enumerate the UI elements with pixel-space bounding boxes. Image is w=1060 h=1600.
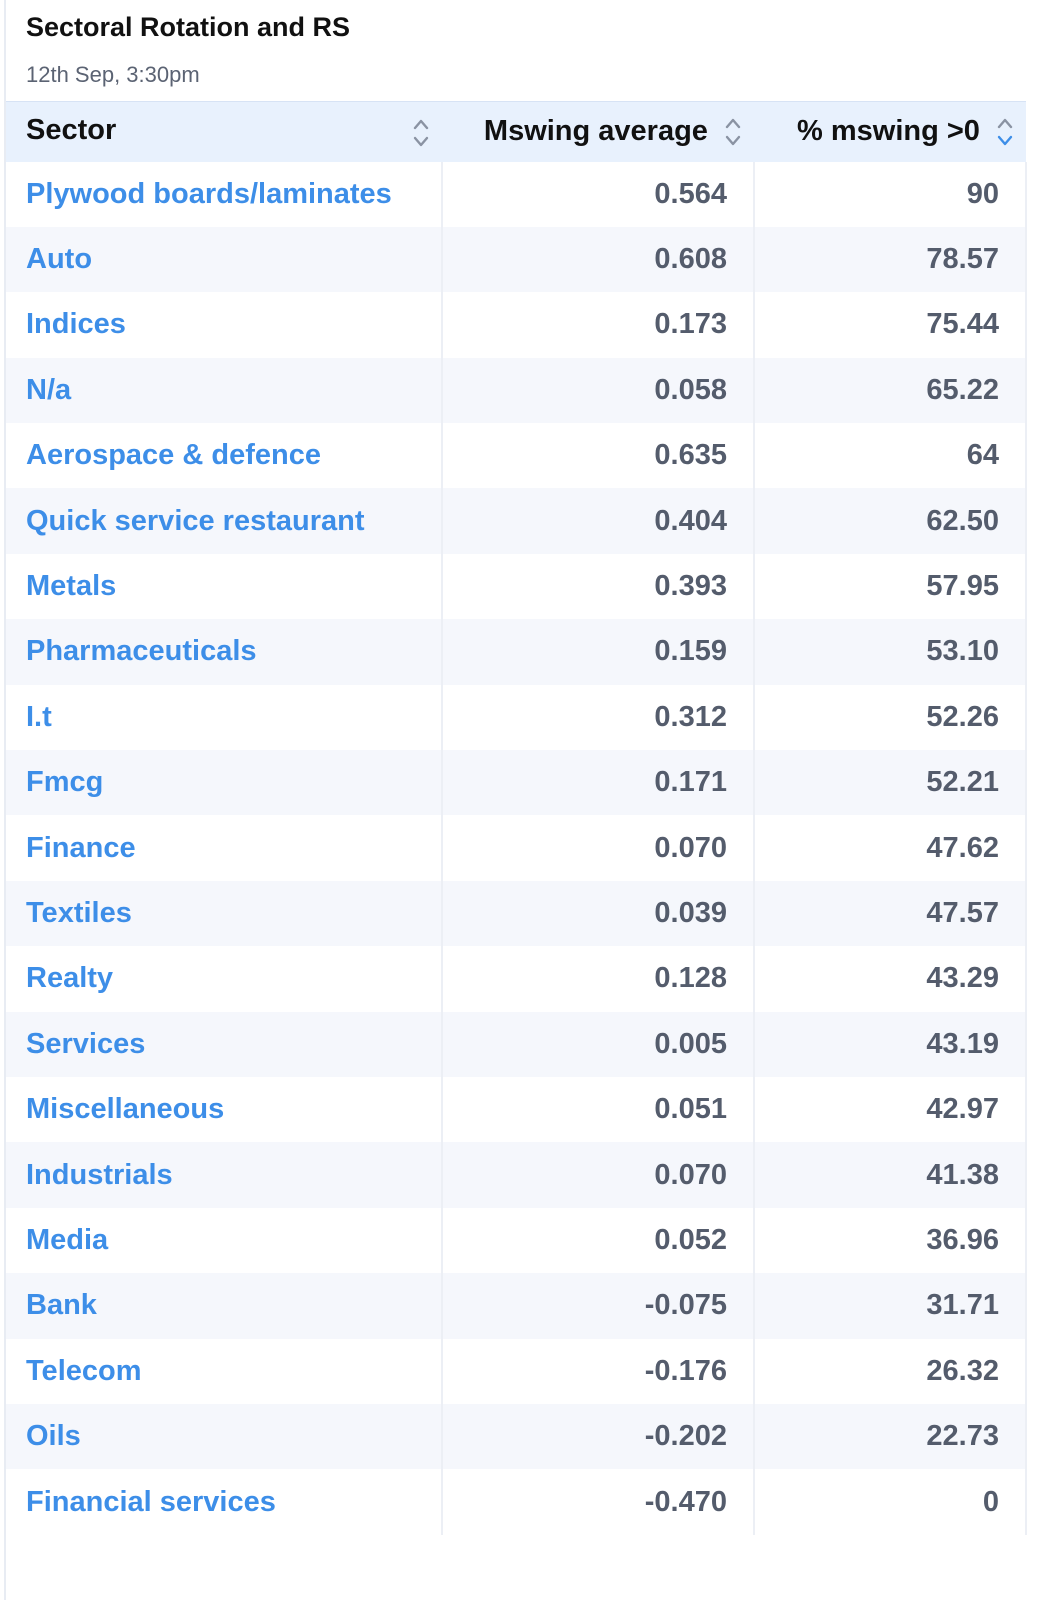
table-row[interactable]: Aerospace & defence 0.635 64 xyxy=(6,423,1027,489)
sector-column-header[interactable]: Sector xyxy=(6,101,442,162)
mswing-average-value: 0.312 xyxy=(442,684,755,751)
pct-mswing-value: 47.62 xyxy=(754,815,1027,881)
sector-link[interactable]: Quick service restaurant xyxy=(6,488,443,554)
sector-link[interactable]: Metals xyxy=(6,553,443,620)
pct-mswing-value: 31.71 xyxy=(754,1273,1027,1339)
mswing-average-value: 0.070 xyxy=(442,815,755,881)
sectoral-rotation-panel: Sectoral Rotation and RS 12th Sep, 3:30p… xyxy=(4,0,1027,1600)
mswing-average-value: 0.393 xyxy=(442,553,755,620)
sector-link[interactable]: Pharmaceuticals xyxy=(6,619,443,685)
pct-mswing-value: 65.22 xyxy=(754,357,1027,424)
pct-mswing-column-header[interactable]: % mswing >0 xyxy=(754,101,1026,162)
pct-mswing-value: 42.97 xyxy=(754,1076,1027,1143)
page-title: Sectoral Rotation and RS xyxy=(26,12,351,42)
pct-mswing-value: 53.10 xyxy=(754,619,1027,685)
table-row[interactable]: Industrials 0.070 41.38 xyxy=(6,1142,1027,1208)
sort-updown-icon[interactable] xyxy=(724,115,742,149)
table-row[interactable]: Auto 0.608 78.57 xyxy=(6,226,1027,293)
sector-link[interactable]: Media xyxy=(6,1207,443,1274)
table-row[interactable]: Textiles 0.039 47.57 xyxy=(6,880,1027,947)
pct-mswing-value: 22.73 xyxy=(754,1403,1027,1470)
sort-updown-icon[interactable] xyxy=(412,116,430,150)
mswing-average-value: 0.070 xyxy=(442,1142,755,1208)
sector-link[interactable]: I.t xyxy=(6,684,443,751)
mswing-average-value: 0.173 xyxy=(442,292,755,358)
mswing-average-value: -0.075 xyxy=(442,1273,755,1339)
sector-link[interactable]: Industrials xyxy=(6,1142,443,1208)
mswing-average-value: 0.052 xyxy=(442,1207,755,1274)
mswing-average-value: 0.564 xyxy=(442,161,755,227)
timestamp: 12th Sep, 3:30pm xyxy=(26,62,200,87)
table-row[interactable]: I.t 0.312 52.26 xyxy=(6,684,1027,751)
table-row[interactable]: Pharmaceuticals 0.159 53.10 xyxy=(6,619,1027,685)
table-row[interactable]: Miscellaneous 0.051 42.97 xyxy=(6,1076,1027,1143)
table-row[interactable]: Fmcg 0.171 52.21 xyxy=(6,750,1027,816)
sector-link[interactable]: Realty xyxy=(6,946,443,1012)
table-row[interactable]: Bank -0.075 31.71 xyxy=(6,1273,1027,1339)
sector-table: Sector Mswing average % mswing >0 xyxy=(6,101,1027,1535)
sector-link[interactable]: Aerospace & defence xyxy=(6,423,443,489)
sector-link[interactable]: Miscellaneous xyxy=(6,1076,443,1143)
mswing-average-value: 0.404 xyxy=(442,488,755,554)
pct-mswing-value: 43.29 xyxy=(754,946,1027,1012)
column-label: Mswing average xyxy=(483,114,708,147)
table-row[interactable]: Quick service restaurant 0.404 62.50 xyxy=(6,488,1027,554)
table-row[interactable]: Plywood boards/laminates 0.564 90 xyxy=(6,161,1027,227)
sector-link[interactable]: Financial services xyxy=(6,1469,443,1535)
table-header-row: Sector Mswing average % mswing >0 xyxy=(6,101,1026,162)
mswing-average-value: 0.005 xyxy=(442,1011,755,1077)
pct-mswing-value: 62.50 xyxy=(754,488,1027,554)
table-row[interactable]: Metals 0.393 57.95 xyxy=(6,553,1027,620)
pct-mswing-value: 90 xyxy=(754,161,1027,227)
mswing-average-value: 0.159 xyxy=(442,619,755,685)
sector-link[interactable]: Auto xyxy=(6,226,443,293)
pct-mswing-value: 26.32 xyxy=(754,1338,1027,1404)
table-row[interactable]: Finance 0.070 47.62 xyxy=(6,815,1027,881)
pct-mswing-value: 47.57 xyxy=(754,880,1027,947)
column-label: % mswing >0 xyxy=(797,114,980,147)
table-row[interactable]: Indices 0.173 75.44 xyxy=(6,292,1027,358)
mswing-average-value: 0.608 xyxy=(442,226,755,293)
mswing-average-value: 0.051 xyxy=(442,1076,755,1143)
mswing-average-value: -0.176 xyxy=(442,1338,755,1404)
pct-mswing-value: 41.38 xyxy=(754,1142,1027,1208)
sort-updown-icon[interactable] xyxy=(996,115,1014,149)
mswing-average-value: 0.171 xyxy=(442,750,755,816)
table-row[interactable]: Financial services -0.470 0 xyxy=(6,1469,1027,1535)
mswing-average-value: 0.635 xyxy=(442,423,755,489)
sector-link[interactable]: Fmcg xyxy=(6,750,443,816)
pct-mswing-value: 36.96 xyxy=(754,1207,1027,1274)
table-row[interactable]: Oils -0.202 22.73 xyxy=(6,1403,1027,1470)
pct-mswing-value: 57.95 xyxy=(754,553,1027,620)
pct-mswing-value: 52.21 xyxy=(754,750,1027,816)
sector-link[interactable]: Services xyxy=(6,1011,443,1077)
pct-mswing-value: 78.57 xyxy=(754,226,1027,293)
mswing-average-value: 0.058 xyxy=(442,357,755,424)
mswing-average-value: 0.128 xyxy=(442,946,755,1012)
mswing-average-value: -0.470 xyxy=(442,1469,755,1535)
sector-link[interactable]: Textiles xyxy=(6,880,443,947)
sector-link[interactable]: Telecom xyxy=(6,1338,443,1404)
mswing-average-column-header[interactable]: Mswing average xyxy=(442,101,754,162)
table-row[interactable]: N/a 0.058 65.22 xyxy=(6,357,1027,424)
column-label: Sector xyxy=(26,113,117,146)
sector-link[interactable]: Plywood boards/laminates xyxy=(6,161,443,227)
sector-link[interactable]: N/a xyxy=(6,357,443,424)
sector-link[interactable]: Finance xyxy=(6,815,443,881)
table-row[interactable]: Realty 0.128 43.29 xyxy=(6,946,1027,1012)
pct-mswing-value: 75.44 xyxy=(754,292,1027,358)
mswing-average-value: -0.202 xyxy=(442,1403,755,1470)
table-row[interactable]: Services 0.005 43.19 xyxy=(6,1011,1027,1077)
pct-mswing-value: 43.19 xyxy=(754,1011,1027,1077)
table-row[interactable]: Media 0.052 36.96 xyxy=(6,1207,1027,1274)
pct-mswing-value: 64 xyxy=(754,423,1027,489)
pct-mswing-value: 0 xyxy=(754,1469,1027,1535)
sector-link[interactable]: Indices xyxy=(6,292,443,358)
pct-mswing-value: 52.26 xyxy=(754,684,1027,751)
sector-link[interactable]: Oils xyxy=(6,1403,443,1470)
sector-link[interactable]: Bank xyxy=(6,1273,443,1339)
mswing-average-value: 0.039 xyxy=(442,880,755,947)
table-row[interactable]: Telecom -0.176 26.32 xyxy=(6,1338,1027,1404)
